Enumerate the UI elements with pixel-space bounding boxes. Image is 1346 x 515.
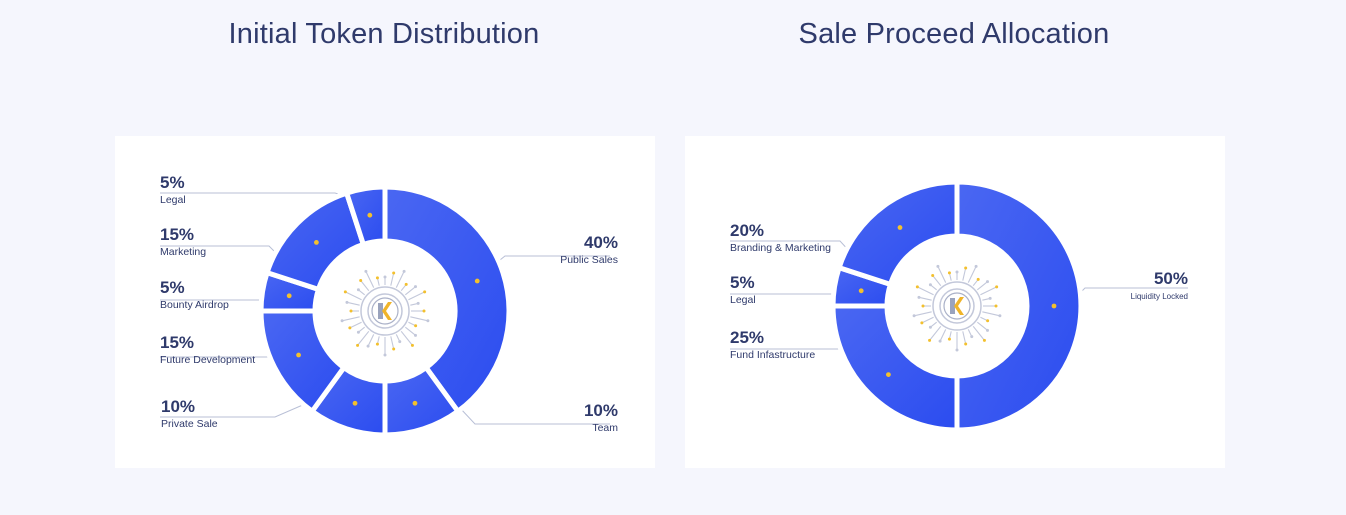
slice-name-label: Private Sale bbox=[161, 418, 218, 430]
slice-name-label: Legal bbox=[160, 194, 186, 206]
slice-value-label: 50% bbox=[1153, 269, 1188, 288]
sale-proceeds-donut bbox=[730, 179, 1188, 433]
slice-marker-dot bbox=[286, 293, 292, 299]
slice-name-label: Fund Infastructure bbox=[730, 349, 816, 361]
slice-marker-dot bbox=[1051, 303, 1057, 309]
label-legal: 5% Legal bbox=[160, 174, 186, 207]
slice-value-label: 10% bbox=[161, 397, 196, 416]
slice-value-label: 40% bbox=[583, 233, 618, 252]
label-public-sales: 40% Public Sales bbox=[560, 234, 618, 267]
leader-line bbox=[160, 403, 306, 418]
slice-marker-dot bbox=[352, 400, 358, 406]
slice-marker-dot bbox=[897, 225, 903, 230]
slice-public-sales bbox=[382, 184, 512, 415]
slice-branding-marketing bbox=[835, 179, 960, 288]
slice-name-label: Marketing bbox=[160, 246, 207, 258]
sale-proceeds-chart-card: 50% Liquidity Locked 25% Fund Infastruct… bbox=[685, 136, 1225, 468]
slice-value-label: 25% bbox=[730, 328, 765, 347]
slice-name-label: Liquidity Locked bbox=[1130, 292, 1188, 301]
label-marketing: 15% Marketing bbox=[160, 226, 206, 259]
slice-marker-dot bbox=[474, 278, 480, 284]
slice-marker-dot bbox=[367, 212, 373, 218]
slice-name-label: Team bbox=[592, 422, 618, 434]
label-fund-infastructure: 25% Fund Infastructure bbox=[730, 329, 815, 362]
leader-line bbox=[459, 407, 610, 425]
slice-value-label: 10% bbox=[583, 401, 618, 420]
slice-value-label: 5% bbox=[730, 273, 755, 292]
slice-value-label: 15% bbox=[160, 225, 195, 244]
center-logo-icon bbox=[912, 264, 1002, 352]
slice-name-label: Branding & Marketing bbox=[730, 242, 831, 254]
slice-name-label: Legal bbox=[730, 294, 756, 306]
label-branding-marketing: 20% Branding & Marketing bbox=[730, 222, 831, 255]
slice-marker-dot bbox=[886, 372, 891, 377]
label-bounty-airdrop: 5% Bounty Airdrop bbox=[160, 279, 229, 312]
slice-marker-dot bbox=[858, 288, 864, 294]
chart-title-sale-proceeds: Sale Proceed Allocation bbox=[798, 18, 1110, 50]
slice-name-label: Bounty Airdrop bbox=[160, 299, 229, 311]
slice-fund-infastructure bbox=[830, 303, 960, 433]
label-liquidity-locked: 50% Liquidity Locked bbox=[1131, 270, 1188, 303]
center-logo-icon bbox=[340, 269, 430, 357]
token-distribution-donut bbox=[160, 184, 610, 438]
token-distribution-chart-card: 40% Public Sales 10% Team 10% Private Sa… bbox=[115, 136, 655, 468]
label-team: 10% Team bbox=[584, 402, 618, 435]
label-future-development: 15% Future Development bbox=[160, 334, 255, 367]
slice-marker-dot bbox=[314, 240, 319, 245]
slice-name-label: Future Development bbox=[160, 354, 256, 366]
slice-value-label: 5% bbox=[160, 173, 185, 192]
slice-value-label: 5% bbox=[160, 278, 185, 297]
slice-name-label: Public Sales bbox=[560, 254, 618, 266]
slice-marker-dot bbox=[412, 400, 418, 406]
slice-liquidity-locked bbox=[954, 179, 1084, 433]
chart-title-token-distribution: Initial Token Distribution bbox=[228, 18, 540, 50]
slice-value-label: 15% bbox=[160, 333, 195, 352]
slice-legal bbox=[343, 184, 388, 248]
slice-marker-dot bbox=[296, 352, 301, 358]
label-legal: 5% Legal bbox=[730, 274, 756, 307]
slice-value-label: 20% bbox=[730, 221, 765, 240]
label-private-sale: 10% Private Sale bbox=[161, 398, 218, 431]
